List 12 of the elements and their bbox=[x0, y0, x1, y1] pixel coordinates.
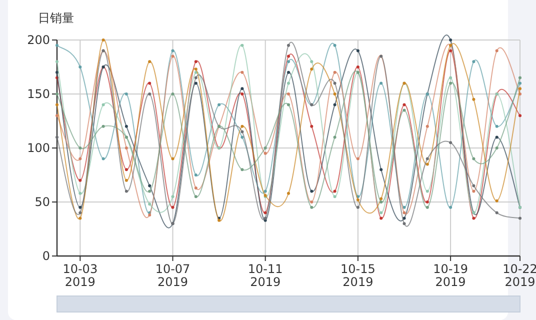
y-tick-label: 200 bbox=[27, 33, 50, 47]
x-tick-label: 10-07 2019 bbox=[155, 262, 190, 289]
x-tick-label: 10-11 2019 bbox=[248, 262, 283, 289]
y-tick-label: 50 bbox=[34, 195, 50, 209]
y-axis-title: 日销量 bbox=[38, 11, 74, 25]
y-tick-label: 100 bbox=[27, 141, 50, 155]
x-tick-label: 10-19 2019 bbox=[433, 262, 468, 289]
x-tick-label: 10-15 2019 bbox=[340, 262, 376, 289]
x-tick-label: 10-03 2019 bbox=[62, 262, 98, 289]
x-tick-label: 10-22 2019 bbox=[502, 262, 536, 289]
y-tick-label: 150 bbox=[27, 87, 50, 101]
y-tick-label: 0 bbox=[42, 249, 50, 263]
